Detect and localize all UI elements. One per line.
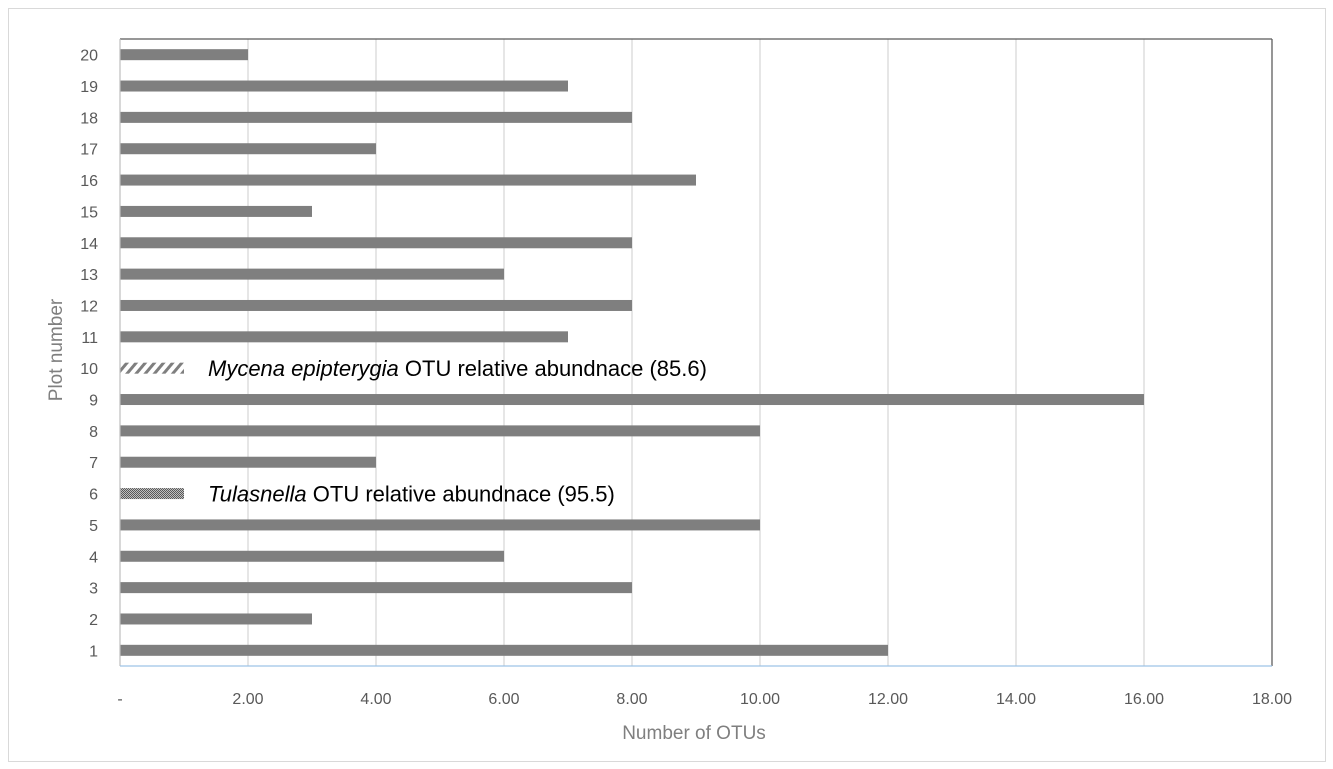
bar — [120, 331, 568, 343]
x-tick-label: 10.00 — [740, 691, 780, 708]
plot-frame — [119, 38, 1273, 667]
y-tick-label: 12 — [80, 298, 98, 315]
x-tick-label: 4.00 — [360, 691, 391, 708]
y-tick-label: 6 — [89, 487, 98, 504]
y-tick-label: 10 — [80, 361, 98, 378]
x-tick-label: 16.00 — [1124, 691, 1164, 708]
y-tick-label: 5 — [89, 518, 98, 535]
chart-frame — [8, 8, 1326, 762]
y-tick-label: 14 — [80, 236, 98, 253]
annotation-taxon: Mycena epipterygia — [208, 356, 399, 381]
y-tick-label: 3 — [89, 581, 98, 598]
annotation-label: Mycena epipterygia OTU relative abundnac… — [208, 356, 707, 381]
y-tick-label: 7 — [89, 455, 98, 472]
bar — [120, 456, 376, 468]
x-tick-label: - — [117, 691, 122, 708]
x-tick-label: 2.00 — [232, 691, 263, 708]
y-tick-label: 1 — [89, 643, 98, 660]
x-tick-label: 6.00 — [488, 691, 519, 708]
bar — [120, 488, 184, 500]
bar — [120, 49, 248, 61]
bar — [120, 644, 888, 656]
x-tick-label: 8.00 — [616, 691, 647, 708]
bar — [120, 174, 696, 186]
annotation-text: OTU relative abundnace (95.5) — [307, 482, 615, 507]
bar — [120, 425, 760, 437]
annotation-text: OTU relative abundnace (85.6) — [399, 356, 707, 381]
y-tick-label: 9 — [89, 393, 98, 410]
y-tick-label: 15 — [80, 204, 98, 221]
x-tick-label: 14.00 — [996, 691, 1036, 708]
y-tick-label: 17 — [80, 142, 98, 159]
y-tick-label: 18 — [80, 110, 98, 127]
x-axis-title: Number of OTUs — [622, 723, 766, 744]
bar — [120, 613, 312, 625]
bar — [120, 519, 760, 531]
y-tick-label: 8 — [89, 424, 98, 441]
x-tick-label: 18.00 — [1252, 691, 1292, 708]
y-tick-label: 4 — [89, 549, 98, 566]
annotation-label: Tulasnella OTU relative abundnace (95.5) — [208, 482, 615, 507]
bar — [120, 582, 632, 594]
y-tick-label: 2 — [89, 612, 98, 629]
bar — [120, 80, 568, 92]
bar — [120, 362, 184, 374]
annotations: Mycena epipterygia OTU relative abundnac… — [208, 356, 707, 506]
y-tick-label: 13 — [80, 267, 98, 284]
x-tick-labels: - 2.00 4.00 6.00 8.00 10.00 12.00 14.00 16.00 18.… — [117, 691, 1292, 708]
bar — [120, 205, 312, 217]
y-tick-label: 11 — [81, 330, 98, 347]
bar — [120, 550, 504, 562]
bar — [120, 394, 1144, 406]
bars — [120, 49, 1144, 656]
bar — [120, 299, 632, 311]
y-tick-label: 16 — [80, 173, 98, 190]
bar — [120, 268, 504, 280]
y-tick-label: 19 — [80, 79, 98, 96]
gridlines — [247, 39, 1273, 666]
x-tick-label: 12.00 — [868, 691, 908, 708]
bar — [120, 111, 632, 123]
bar — [120, 237, 632, 249]
annotation-taxon: Tulasnella — [208, 482, 307, 507]
y-axis-title: Plot number — [46, 298, 67, 401]
bar — [120, 143, 376, 155]
y-tick-label: 20 — [80, 48, 98, 65]
